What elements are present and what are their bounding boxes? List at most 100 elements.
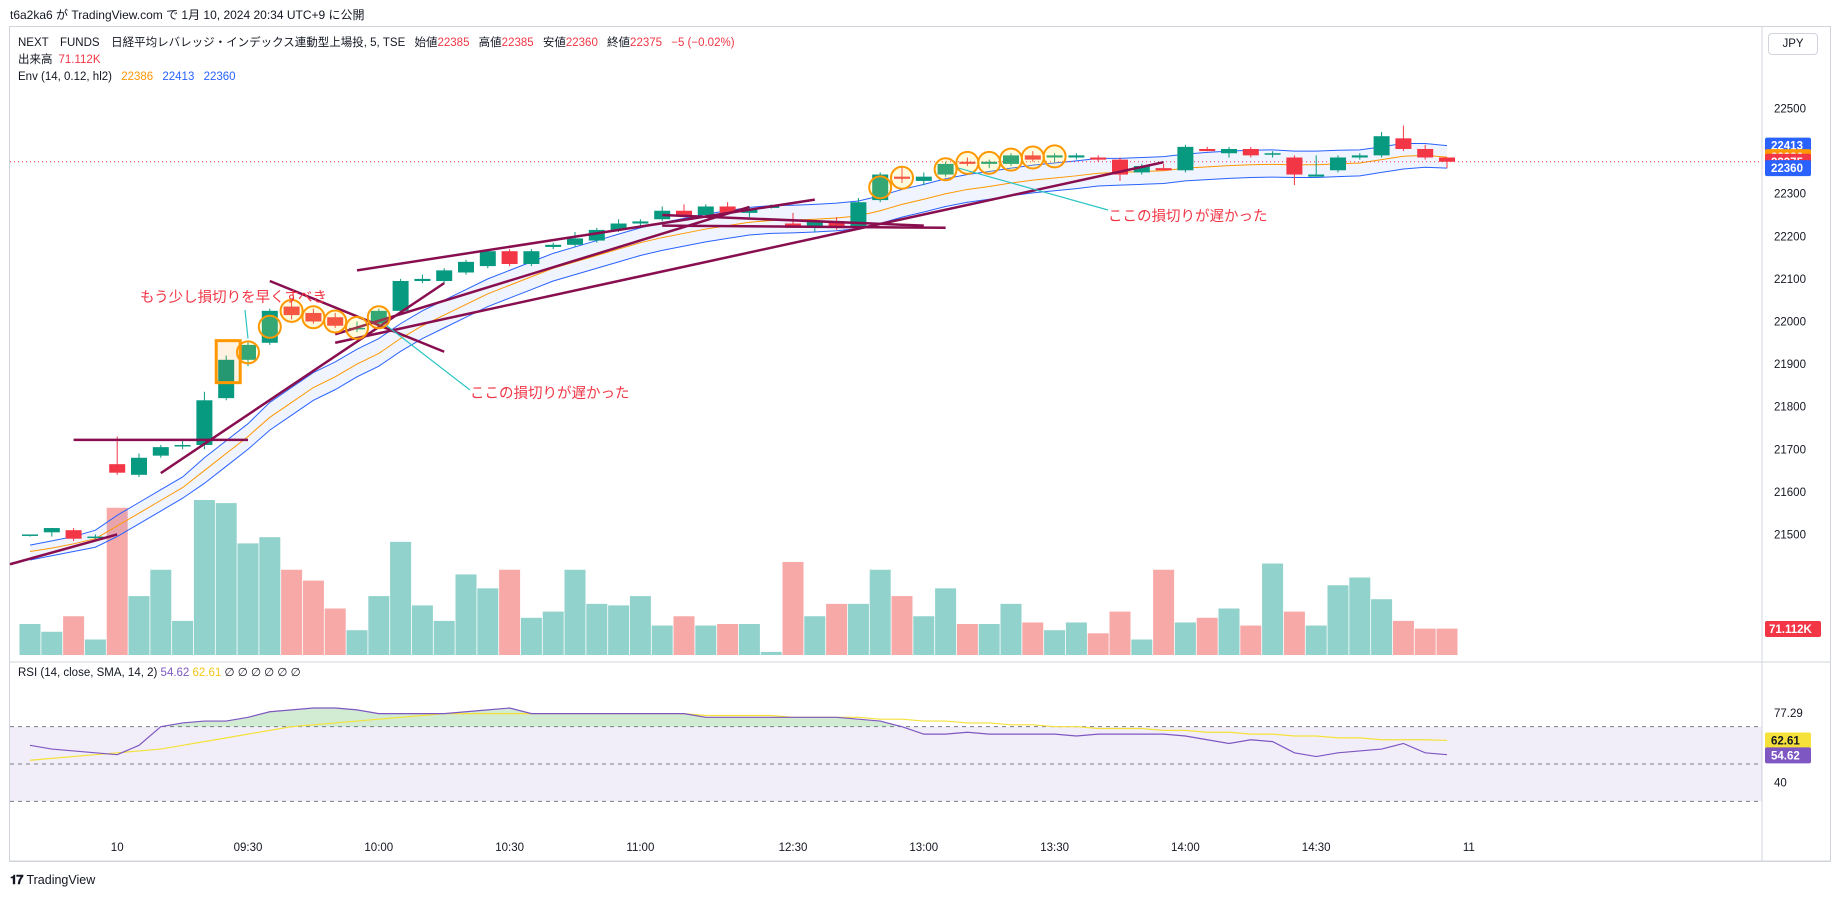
candle-body xyxy=(894,176,910,179)
volume-label: 出来高 xyxy=(18,54,53,66)
time-tick-label: 10:30 xyxy=(495,842,524,854)
price-tick-label: 22200 xyxy=(1774,231,1806,243)
volume-bar xyxy=(629,596,651,655)
tradingview-logo[interactable]: 𝟏𝟕 TradingView xyxy=(10,872,95,888)
trade-marker xyxy=(1020,145,1045,170)
time-tick-label: 10 xyxy=(111,842,124,854)
currency-button[interactable]: JPY xyxy=(1768,33,1818,55)
volume-bar xyxy=(1327,585,1349,655)
candle xyxy=(1395,125,1412,152)
candle-body xyxy=(1308,174,1325,177)
volume-bar xyxy=(651,625,673,655)
volume-bar xyxy=(520,617,542,655)
volume-bar xyxy=(346,630,368,655)
trade-marker xyxy=(1042,144,1067,169)
candle-body xyxy=(501,251,518,264)
volume-bar xyxy=(935,588,957,655)
rsi-tick-label: 40 xyxy=(1774,778,1787,790)
volume-bar xyxy=(259,537,281,655)
candle xyxy=(1155,163,1172,171)
volume-bar xyxy=(84,639,106,655)
volume-bar xyxy=(1044,630,1066,655)
volume-row[interactable]: 出来高 71.112K xyxy=(18,52,741,69)
envelope-label: Env (14, 0.12, hl2) xyxy=(18,71,112,83)
trade-marker xyxy=(868,175,893,200)
candle xyxy=(1308,155,1325,177)
volume-bar xyxy=(390,541,412,655)
candle-body xyxy=(1264,153,1281,155)
volume-bar xyxy=(542,611,564,655)
candle-body xyxy=(850,202,867,228)
candle xyxy=(414,274,431,284)
volume-bar xyxy=(782,562,804,655)
symbol-name[interactable]: NEXT FUNDS 日経平均レバレッジ・インデックス連動型上場投, 5, TS… xyxy=(18,37,406,49)
candle xyxy=(872,172,889,203)
candle xyxy=(1373,131,1390,158)
candle xyxy=(1199,146,1216,152)
low-value: 22360 xyxy=(565,37,598,49)
rsi-legend[interactable]: RSI (14, close, SMA, 14, 2) 54.62 62.61 … xyxy=(18,665,301,679)
candle xyxy=(719,202,736,213)
candle xyxy=(697,204,714,218)
trade-marker xyxy=(301,305,326,330)
candle xyxy=(458,259,474,275)
candle xyxy=(1330,155,1346,173)
volume-bar xyxy=(891,596,913,655)
candle xyxy=(218,355,235,401)
volume-bar xyxy=(433,620,455,655)
brand-name: TradingView xyxy=(26,873,96,887)
volume-bar xyxy=(1218,608,1240,655)
volume-bar xyxy=(455,574,477,655)
volume-bar xyxy=(150,569,172,655)
trade-marker xyxy=(999,147,1023,172)
price-tick-label: 21900 xyxy=(1774,359,1806,371)
volume-bar xyxy=(1371,599,1393,655)
volume-bar xyxy=(215,503,237,655)
volume-bar xyxy=(673,616,695,655)
candle xyxy=(327,312,344,328)
close-label: 終値 xyxy=(607,37,631,49)
candle xyxy=(501,249,518,267)
price-tick-label: 22300 xyxy=(1774,189,1806,201)
time-tick-label: 09:30 xyxy=(234,842,263,854)
volume-bar xyxy=(1131,639,1153,655)
candle-body xyxy=(676,210,692,215)
price-tick-label: 22000 xyxy=(1774,316,1806,328)
time-tick-label: 11 xyxy=(1463,842,1475,854)
volume-bar xyxy=(826,603,848,655)
candle xyxy=(1090,155,1107,162)
change-value: −5 (−0.02%) xyxy=(671,37,735,49)
rsi-value: 54.62 xyxy=(160,667,190,679)
envelope-row[interactable]: Env (14, 0.12, hl2) 22386 22413 22360 xyxy=(18,69,741,86)
volume-bar xyxy=(1305,625,1327,655)
candle xyxy=(894,166,910,184)
candle-body xyxy=(152,447,169,456)
candle-body xyxy=(1003,155,1019,164)
volume-bar xyxy=(1196,617,1218,655)
candle-body xyxy=(610,223,627,230)
low-label: 安値 xyxy=(542,37,566,49)
candle xyxy=(43,528,60,537)
annotation-label: もう少し損切りを早くすべき xyxy=(140,289,327,306)
candle-body xyxy=(1221,148,1237,154)
tradingview-icon: 𝟏𝟕 xyxy=(10,872,24,887)
volume-bar xyxy=(1109,611,1131,655)
candle-body xyxy=(915,176,932,181)
rsi-badge-label: 62.61 xyxy=(1771,735,1800,747)
volume-bar xyxy=(1392,620,1414,655)
rsi-badge xyxy=(1765,747,1811,764)
candle xyxy=(1286,155,1303,186)
candle xyxy=(1242,146,1259,158)
symbol-row[interactable]: NEXT FUNDS 日経平均レバレッジ・インデックス連動型上場投, 5, TS… xyxy=(18,35,741,52)
candle-body xyxy=(305,312,322,322)
candle-body xyxy=(1286,157,1303,175)
price-badge xyxy=(1765,160,1811,177)
volume-bar xyxy=(19,624,41,655)
volume-bar xyxy=(1153,569,1175,655)
candle xyxy=(915,172,932,186)
candle xyxy=(545,242,562,250)
candle xyxy=(1024,151,1041,162)
annotation-label: ここの損切りが遅かった xyxy=(470,385,630,402)
trendline xyxy=(9,533,118,566)
